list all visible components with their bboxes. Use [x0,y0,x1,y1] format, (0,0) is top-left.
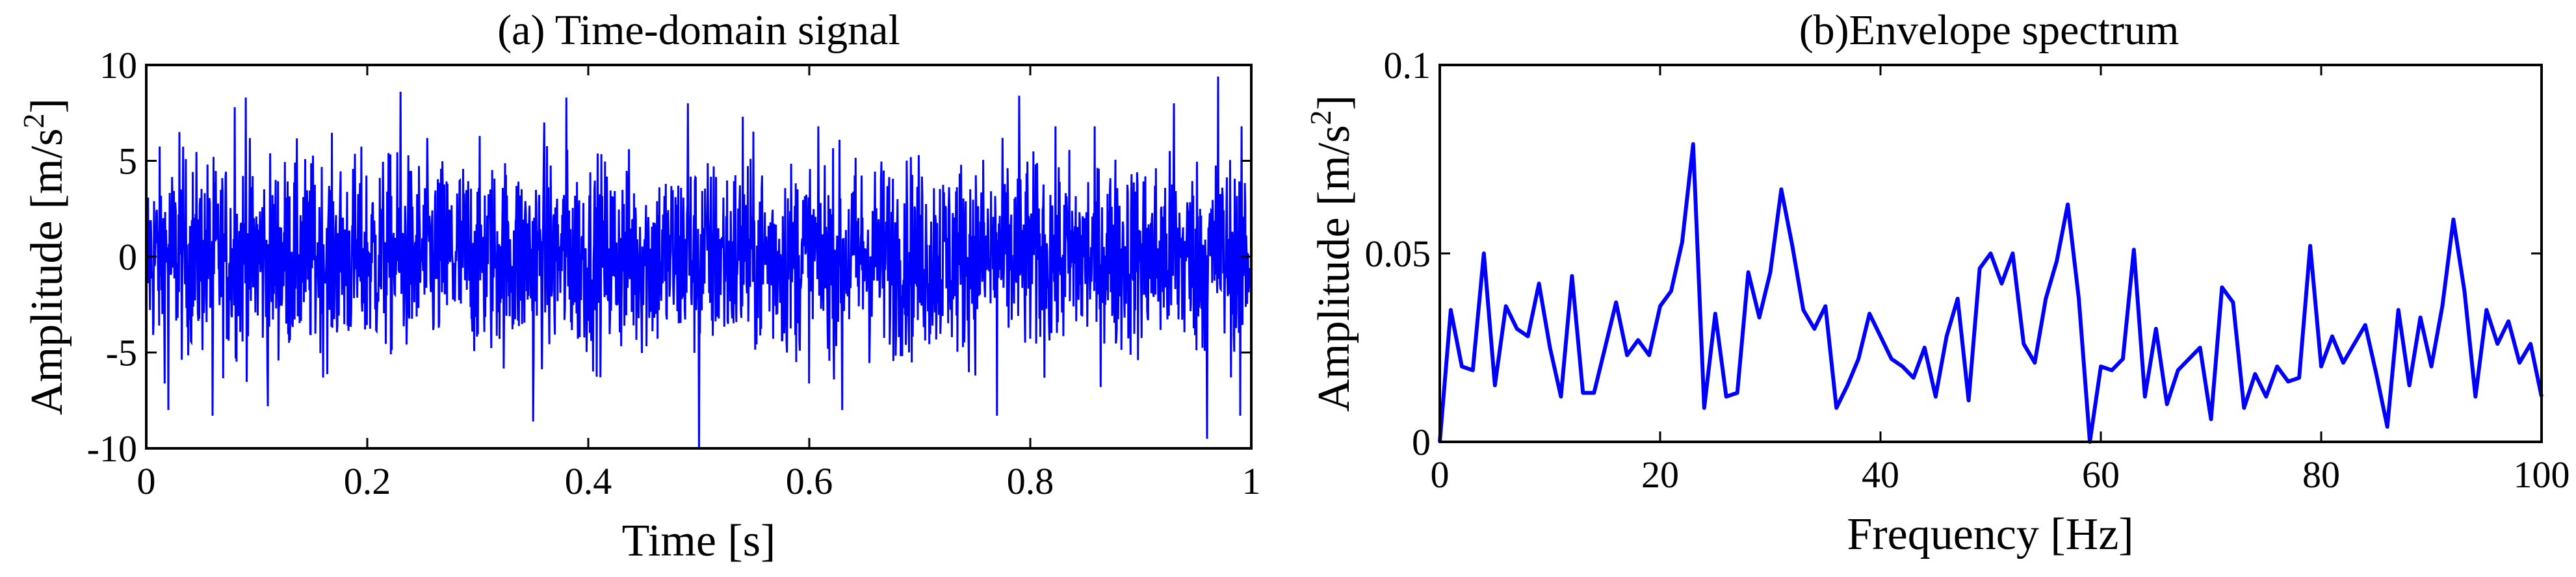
x-tick-label: 0.6 [786,460,833,502]
y-tick-label: -10 [87,428,137,470]
x-tick-label: 100 [2514,454,2570,496]
x-axis-label-a: Time [s] [622,516,776,566]
y-tick-label: 10 [99,44,137,86]
x-axis-label-b: Frequency [Hz] [1847,509,2133,559]
plot-area-b [1438,142,2543,444]
y-tick-label: 0.1 [1384,44,1431,86]
x-tick-label: 1 [1242,460,1261,502]
y-tick-label: 0 [118,236,137,278]
y-axis-label-b: Amplitude [m/s2] [1304,95,1359,412]
y-tick-label: 0 [1412,421,1431,463]
y-axis-label-a: Amplitude [m/s2] [17,98,72,415]
x-tick-label: 0 [137,460,156,502]
x-tick-label: 0.4 [565,460,612,502]
ticks-b: 0 20 40 60 80 100 0 0.05 0.1 [1365,44,2570,496]
x-tick-label: 0.8 [1007,460,1054,502]
chart-title-a: (a) Time-domain signal [497,6,900,54]
x-tick-label: 60 [2082,454,2120,496]
x-tick-label: 0.2 [344,460,391,502]
x-tick-label: 80 [2302,454,2340,496]
series-line-time-signal [145,76,1253,449]
envelope-spectrum-chart: (b)Envelope spectrum 0 20 40 60 80 100 0 0.05 0.… [1304,6,2570,559]
time-domain-chart: (a) Time-domain signal 0 0.2 0.4 0.6 0.8 1 -10… [17,6,1261,566]
x-tick-label: 20 [1641,454,1679,496]
chart-title-b: (b)Envelope spectrum [1799,6,2179,54]
plot-area-a [145,76,1253,449]
ticks-a: 0 0.2 0.4 0.6 0.8 1 -10 -5 0 5 10 [87,44,1261,502]
y-tick-label: 5 [118,140,137,183]
series-line-envelope-spectrum [1438,142,2543,444]
x-tick-label: 40 [1862,454,1899,496]
x-tick-label: 0 [1431,454,1450,496]
y-tick-label: -5 [106,332,137,374]
y-tick-label: 0.05 [1365,233,1431,275]
